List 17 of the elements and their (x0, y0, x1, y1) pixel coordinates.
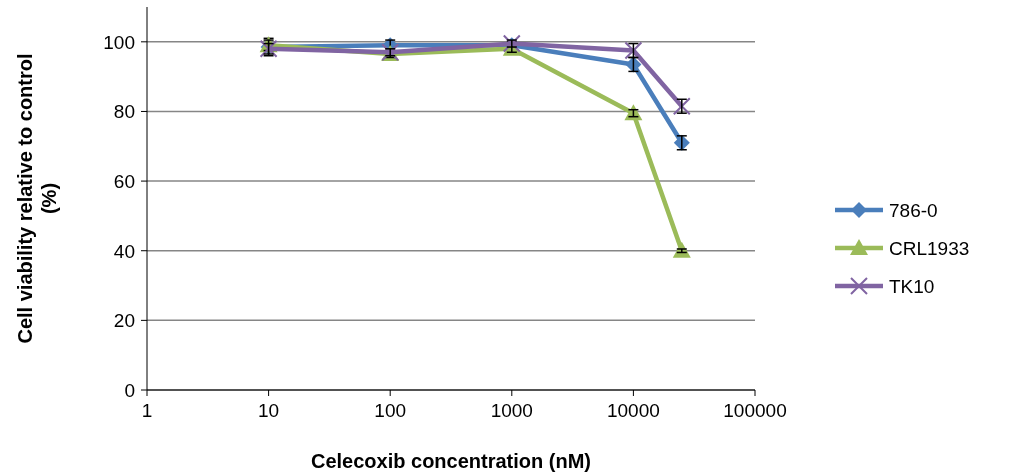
y-tick-label: 100 (103, 31, 135, 53)
x-tick-label: 10000 (606, 400, 660, 421)
y-tick-label: 0 (124, 380, 135, 401)
y-tick-label: 60 (113, 171, 135, 193)
legend-label: TK10 (889, 276, 935, 297)
x-tick-label: 100 (374, 400, 407, 421)
legend-label: 786-0 (889, 200, 938, 221)
x-tick-label: 1000 (490, 400, 533, 421)
y-tick-label: 20 (113, 310, 135, 332)
x-tick-label: 1 (141, 400, 153, 421)
x-axis-title: Celecoxib concentration (nM) (310, 450, 592, 472)
y-axis-title: Cell viability relative to control (%) (14, 53, 60, 344)
legend-label: CRL1933 (889, 238, 970, 259)
y-tick-label: 80 (113, 101, 135, 123)
x-tick-label: 100000 (723, 400, 787, 421)
y-tick-label: 40 (113, 240, 135, 262)
x-tick-label: 10 (258, 400, 280, 421)
